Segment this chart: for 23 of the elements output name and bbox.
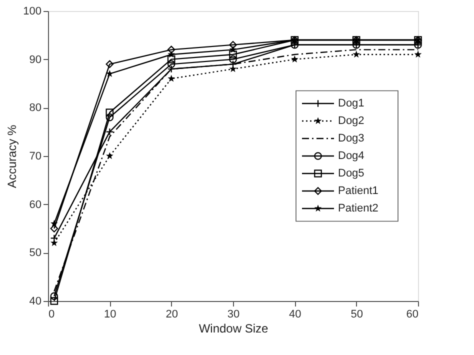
x-tick-label: 10 [104, 308, 116, 320]
legend-label: Dog1 [338, 98, 364, 110]
y-tick-label: 60 [29, 198, 42, 211]
y-tick-label: 90 [29, 54, 42, 66]
legend-label: Dog2 [338, 115, 364, 127]
x-tick-label: 40 [289, 308, 302, 320]
x-axis-title: Window Size [198, 322, 269, 336]
y-tick-label: 50 [29, 247, 42, 260]
x-tick-label: 30 [227, 308, 240, 320]
legend-label: Patient2 [338, 202, 378, 214]
legend-label: Dog3 [338, 132, 364, 144]
y-tick-label: 80 [29, 102, 42, 114]
y-tick-label: 70 [29, 150, 42, 162]
y-tick-label: 100 [23, 6, 42, 18]
legend-label: Dog4 [338, 150, 364, 162]
x-tick-label: 20 [166, 308, 178, 320]
x-tick-label: 0 [48, 308, 55, 320]
x-tick-label: 60 [406, 308, 418, 320]
y-axis-title: Accuracy % [5, 124, 20, 188]
legend-label: Dog5 [338, 168, 364, 180]
x-tick-label: 50 [350, 308, 363, 320]
legend-label: Patient1 [338, 185, 378, 197]
y-tick-label: 40 [29, 296, 42, 308]
